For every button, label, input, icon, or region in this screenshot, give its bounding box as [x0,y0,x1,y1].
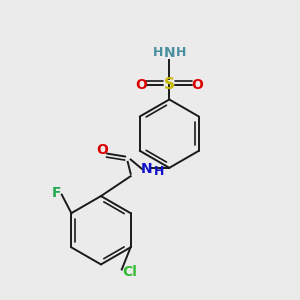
Text: F: F [52,186,61,200]
Text: H: H [176,46,186,59]
Text: O: O [135,78,147,92]
Text: O: O [192,78,203,92]
Text: N: N [164,46,175,60]
Text: Cl: Cl [122,266,136,280]
Text: N: N [141,162,153,176]
Text: S: S [164,77,175,92]
Text: H: H [153,46,163,59]
Text: O: O [97,143,108,157]
Text: H: H [154,165,164,178]
